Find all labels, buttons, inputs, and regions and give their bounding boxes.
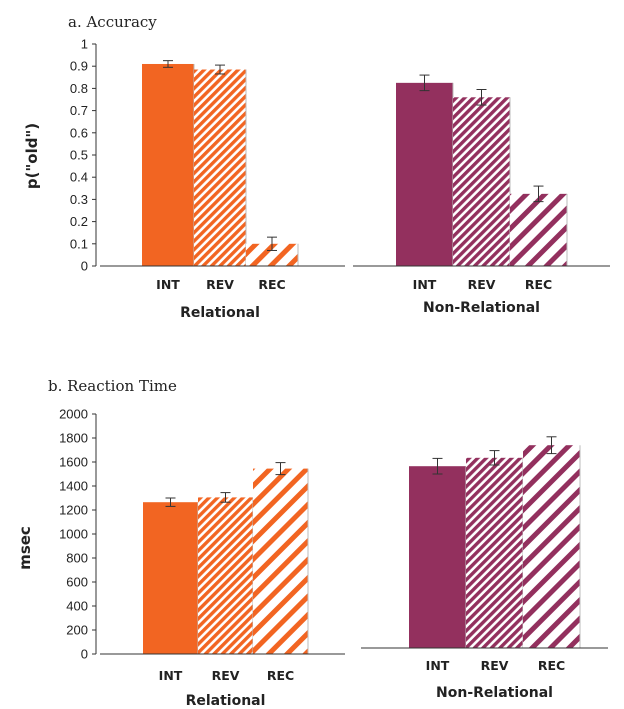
reaction-time-panel: b. Reaction Time msec 0 200 400 600 800 1000 1…	[16, 377, 608, 709]
accuracy-y-tick-label: 0	[81, 259, 88, 274]
accuracy-non-relational-bar-rev	[453, 97, 510, 266]
reaction-time-relational-error-bar-rev	[220, 492, 231, 503]
reaction-time-panel-title: b. Reaction Time	[48, 377, 177, 395]
reaction-time-relational-category-label: REV	[212, 668, 240, 683]
accuracy-relational-bar-rec	[246, 243, 298, 266]
reaction-time-y-tick-label: 1600	[59, 455, 88, 470]
reaction-time-non-relational-error-bar-rec	[546, 436, 557, 455]
reaction-time-y-tick-label: 2000	[59, 407, 88, 422]
accuracy-y-tick-label: 0.5	[70, 148, 88, 163]
reaction-time-non-relational-bar-rec	[523, 445, 580, 648]
accuracy-relational-category-label: INT	[156, 277, 180, 292]
accuracy-non-relational-category-label: REV	[468, 277, 496, 292]
accuracy-y-ticks: 0 0.1 0.2 0.3 0.4 0.5 0.6 0.7 0.8 0.9 1	[70, 37, 96, 274]
reaction-time-bars	[143, 436, 581, 654]
accuracy-non-relational-category-label: REC	[525, 277, 552, 292]
accuracy-y-tick-label: 0.3	[70, 192, 88, 207]
reaction-time-y-tick-label: 1200	[59, 503, 88, 518]
reaction-time-non-relational-category-label: REC	[538, 658, 565, 673]
accuracy-y-tick-label: 0.7	[70, 103, 88, 118]
reaction-time-y-tick-label: 1000	[59, 527, 88, 542]
accuracy-relational-bar-int	[142, 63, 194, 267]
accuracy-y-tick-label: 0.9	[70, 59, 88, 74]
accuracy-non-relational-error-bar-int	[419, 74, 430, 92]
reaction-time-non-relational-category-label: REV	[481, 658, 509, 673]
accuracy-relational-category-label: REC	[258, 277, 285, 292]
reaction-time-non-relational-error-bar-rev	[489, 450, 500, 466]
accuracy-panel-title: a. Accuracy	[68, 13, 157, 31]
accuracy-y-tick-label: 0.1	[70, 236, 88, 251]
reaction-time-y-tick-label: 400	[66, 599, 88, 614]
accuracy-panel: a. Accuracy p("old") 0 0.1 0.2 0.3 0.4 0.5 0.6…	[23, 13, 610, 321]
reaction-time-y-axis-label: msec	[16, 526, 34, 570]
reaction-time-y-tick-label: 0	[81, 647, 88, 662]
accuracy-relational-error-bar-rec	[267, 236, 277, 251]
accuracy-y-tick-label: 0.4	[70, 170, 88, 185]
reaction-time-relational-group-label: Relational	[186, 693, 266, 709]
accuracy-relational-category-label: REV	[206, 277, 234, 292]
accuracy-bars	[142, 60, 568, 267]
reaction-time-y-tick-label: 200	[66, 623, 88, 638]
reaction-time-y-tick-label: 1800	[59, 431, 88, 446]
reaction-time-relational-error-bar-int	[165, 497, 176, 507]
accuracy-axes	[95, 44, 610, 267]
reaction-time-relational-bar-rec	[253, 468, 308, 654]
reaction-time-relational-category-label: INT	[159, 668, 183, 683]
reaction-time-relational-error-bar-rec	[275, 462, 286, 476]
reaction-time-relational-bar-int	[143, 502, 198, 654]
reaction-time-y-ticks: 0 200 400 600 800 1000 1200 1400 1600 1800 2000	[59, 407, 96, 662]
reaction-time-axes	[95, 414, 608, 655]
accuracy-non-relational-group-label: Non-Relational	[423, 300, 540, 316]
accuracy-y-tick-label: 0.2	[70, 214, 88, 229]
reaction-time-non-relational-error-bar-int	[432, 457, 443, 475]
reaction-time-non-relational-bar-int	[409, 466, 466, 648]
accuracy-non-relational-bar-rec	[510, 193, 567, 266]
accuracy-y-tick-label: 0.8	[70, 81, 88, 96]
reaction-time-non-relational-group-label: Non-Relational	[436, 685, 553, 701]
reaction-time-non-relational-category-label: INT	[426, 658, 450, 673]
accuracy-non-relational-category-label: INT	[413, 277, 437, 292]
accuracy-non-relational-error-bar-rev	[476, 89, 487, 106]
accuracy-relational-group-label: Relational	[180, 305, 260, 321]
accuracy-y-tick-label: 0.6	[70, 125, 88, 140]
accuracy-relational-bar-rev	[194, 69, 246, 266]
reaction-time-y-tick-label: 800	[66, 551, 88, 566]
reaction-time-non-relational-bar-rev	[466, 457, 523, 648]
reaction-time-relational-category-label: REC	[267, 668, 294, 683]
reaction-time-y-tick-label: 600	[66, 575, 88, 590]
accuracy-relational-error-bar-int	[163, 60, 173, 68]
reaction-time-relational-bar-rev	[198, 497, 253, 654]
accuracy-relational-error-bar-rev	[215, 64, 225, 75]
reaction-time-y-tick-label: 1400	[59, 479, 88, 494]
accuracy-non-relational-bar-int	[396, 82, 453, 266]
accuracy-non-relational-error-bar-rec	[533, 185, 544, 203]
accuracy-y-axis-label: p("old")	[23, 123, 41, 189]
accuracy-y-tick-label: 1	[81, 37, 88, 52]
